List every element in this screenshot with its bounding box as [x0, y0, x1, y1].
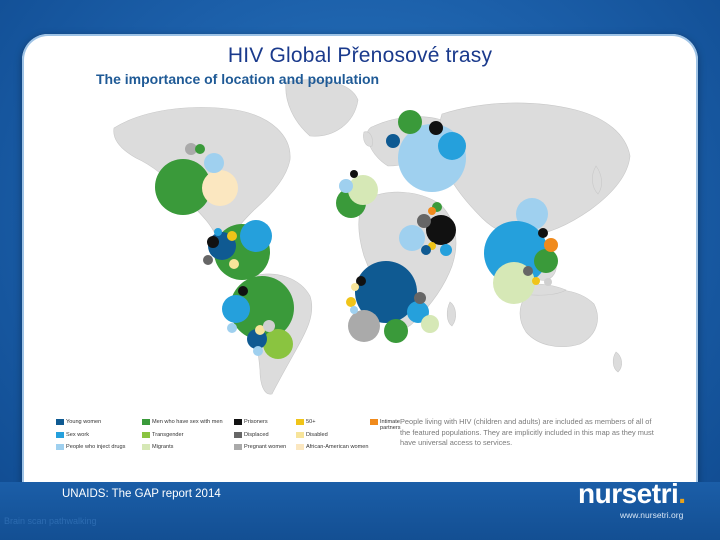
- legend-swatch-displaced: [234, 432, 242, 438]
- legend-label-young-women: Young women: [66, 419, 102, 425]
- circle-transgender: [195, 144, 205, 154]
- map-heading: The importance of location and populatio…: [96, 71, 380, 87]
- greenland: [285, 79, 359, 137]
- legend-swatch-intimate-partners: [370, 419, 378, 425]
- circle-prisoners: [207, 236, 219, 248]
- world-map: [113, 79, 631, 395]
- circle-intimate-partners: [544, 238, 558, 252]
- asia: [438, 102, 631, 237]
- legend-swatch-50-plus: [296, 419, 304, 425]
- legend-swatch-transgender: [142, 432, 150, 438]
- source-citation: UNAIDS: The GAP report 2014: [62, 488, 221, 500]
- circle-prisoners: [238, 286, 248, 296]
- brand-dot: .: [678, 478, 686, 509]
- circle-young-women: [421, 245, 431, 255]
- legend-swatch-young-women: [56, 419, 64, 425]
- circle-people-who-inject-drugs: [253, 346, 263, 356]
- legend-label-intimate-partners: Intimate partners: [380, 419, 401, 432]
- circle-people-who-inject-drugs: [204, 153, 224, 173]
- circle-young-women: [355, 261, 417, 323]
- circle-disabled: [351, 283, 359, 291]
- legend-label-people-who-inject-drugs: People who inject drugs: [66, 444, 126, 450]
- legend-label-pregnant-women: Pregnant women: [244, 444, 287, 450]
- japan: [592, 165, 602, 195]
- legend-label-migrants: Migrants: [152, 444, 174, 450]
- footer-strip: [0, 482, 720, 540]
- circle-sex-work: [440, 244, 452, 256]
- circle-displaced: [414, 292, 426, 304]
- circle-prisoners: [356, 276, 366, 286]
- legend-swatch-african-american-women: [296, 444, 304, 450]
- circle-pregnant-women: [348, 310, 380, 342]
- uk: [363, 131, 373, 147]
- circle-prisoners: [538, 228, 548, 238]
- legend-swatch-pregnant-women: [234, 444, 242, 450]
- circle-prisoners: [426, 215, 456, 245]
- brand-name: nursetri: [578, 478, 679, 509]
- circle-displaced: [417, 214, 431, 228]
- brand-logo: nursetri.: [578, 478, 686, 510]
- legend-swatch-prisoners: [234, 419, 242, 425]
- circle-people-who-inject-drugs: [399, 225, 425, 251]
- circle-people-who-inject-drugs: [516, 198, 548, 230]
- legend-swatch-disabled: [296, 432, 304, 438]
- circle-migrants: [348, 175, 378, 205]
- legend-label-disabled: Disabled: [306, 432, 328, 438]
- circle-transgender: [263, 329, 293, 359]
- circle-intimate-partners: [428, 207, 436, 215]
- circle-disabled: [255, 325, 265, 335]
- circle-people-who-inject-drugs: [350, 306, 358, 314]
- legend-note: People living with HIV (children and adu…: [400, 417, 654, 448]
- circle-50-plus: [227, 231, 237, 241]
- brand-url: www.nursetri.org: [620, 510, 684, 520]
- circle-migrants: [421, 315, 439, 333]
- legend-label-prisoners: Prisoners: [244, 419, 268, 425]
- circle-african-american-women: [202, 170, 238, 206]
- madagascar: [446, 301, 456, 327]
- circle-50-plus: [532, 277, 540, 285]
- new-zealand: [612, 351, 622, 373]
- legend-swatch-migrants: [142, 444, 150, 450]
- circle-sex-work: [407, 301, 429, 323]
- slide-title: HIV Global Přenosové trasy: [227, 44, 493, 67]
- circle-young-women: [386, 134, 400, 148]
- legend-label-african-american-women: African-American women: [306, 444, 369, 450]
- circle-sex-work: [222, 295, 250, 323]
- legend-swatch-people-who-inject-drugs: [56, 444, 64, 450]
- circle-people-who-inject-drugs: [339, 179, 353, 193]
- circle-men-who-have-sex-with-men: [534, 249, 558, 273]
- legend-label-displaced: Displaced: [244, 432, 269, 438]
- circle-displaced: [203, 255, 213, 265]
- circle-men-who-have-sex-with-men: [384, 319, 408, 343]
- circle-men-who-have-sex-with-men: [398, 110, 422, 134]
- legend-label-men-who-have-sex-with-men: Men who have sex with men: [152, 419, 223, 425]
- circle-men-who-have-sex-with-men: [155, 159, 211, 215]
- legend-swatch-sex-work: [56, 432, 64, 438]
- circle-prisoners: [429, 121, 443, 135]
- australia: [519, 289, 598, 347]
- circle-sex-work: [438, 132, 466, 160]
- legend-swatch-men-who-have-sex-with-men: [142, 419, 150, 425]
- faint-watermark-text: Brain scan pathwalking: [4, 516, 97, 526]
- circle-pregnant-women: [263, 320, 275, 332]
- population-circles: [155, 110, 558, 359]
- legend-label-transgender: Transgender: [152, 432, 184, 438]
- circle-pregnant-women: [544, 278, 552, 286]
- circle-displaced: [523, 266, 533, 276]
- circle-50-plus: [346, 297, 356, 307]
- circle-disabled: [229, 259, 239, 269]
- circle-people-who-inject-drugs: [227, 323, 237, 333]
- circle-prisoners: [350, 170, 358, 178]
- legend-label-sex-work: Sex work: [66, 432, 90, 438]
- circle-displaced: [185, 143, 197, 155]
- legend-label-50-plus: 50+: [306, 419, 316, 425]
- circle-sex-work: [240, 220, 272, 252]
- circle-sex-work: [214, 228, 222, 236]
